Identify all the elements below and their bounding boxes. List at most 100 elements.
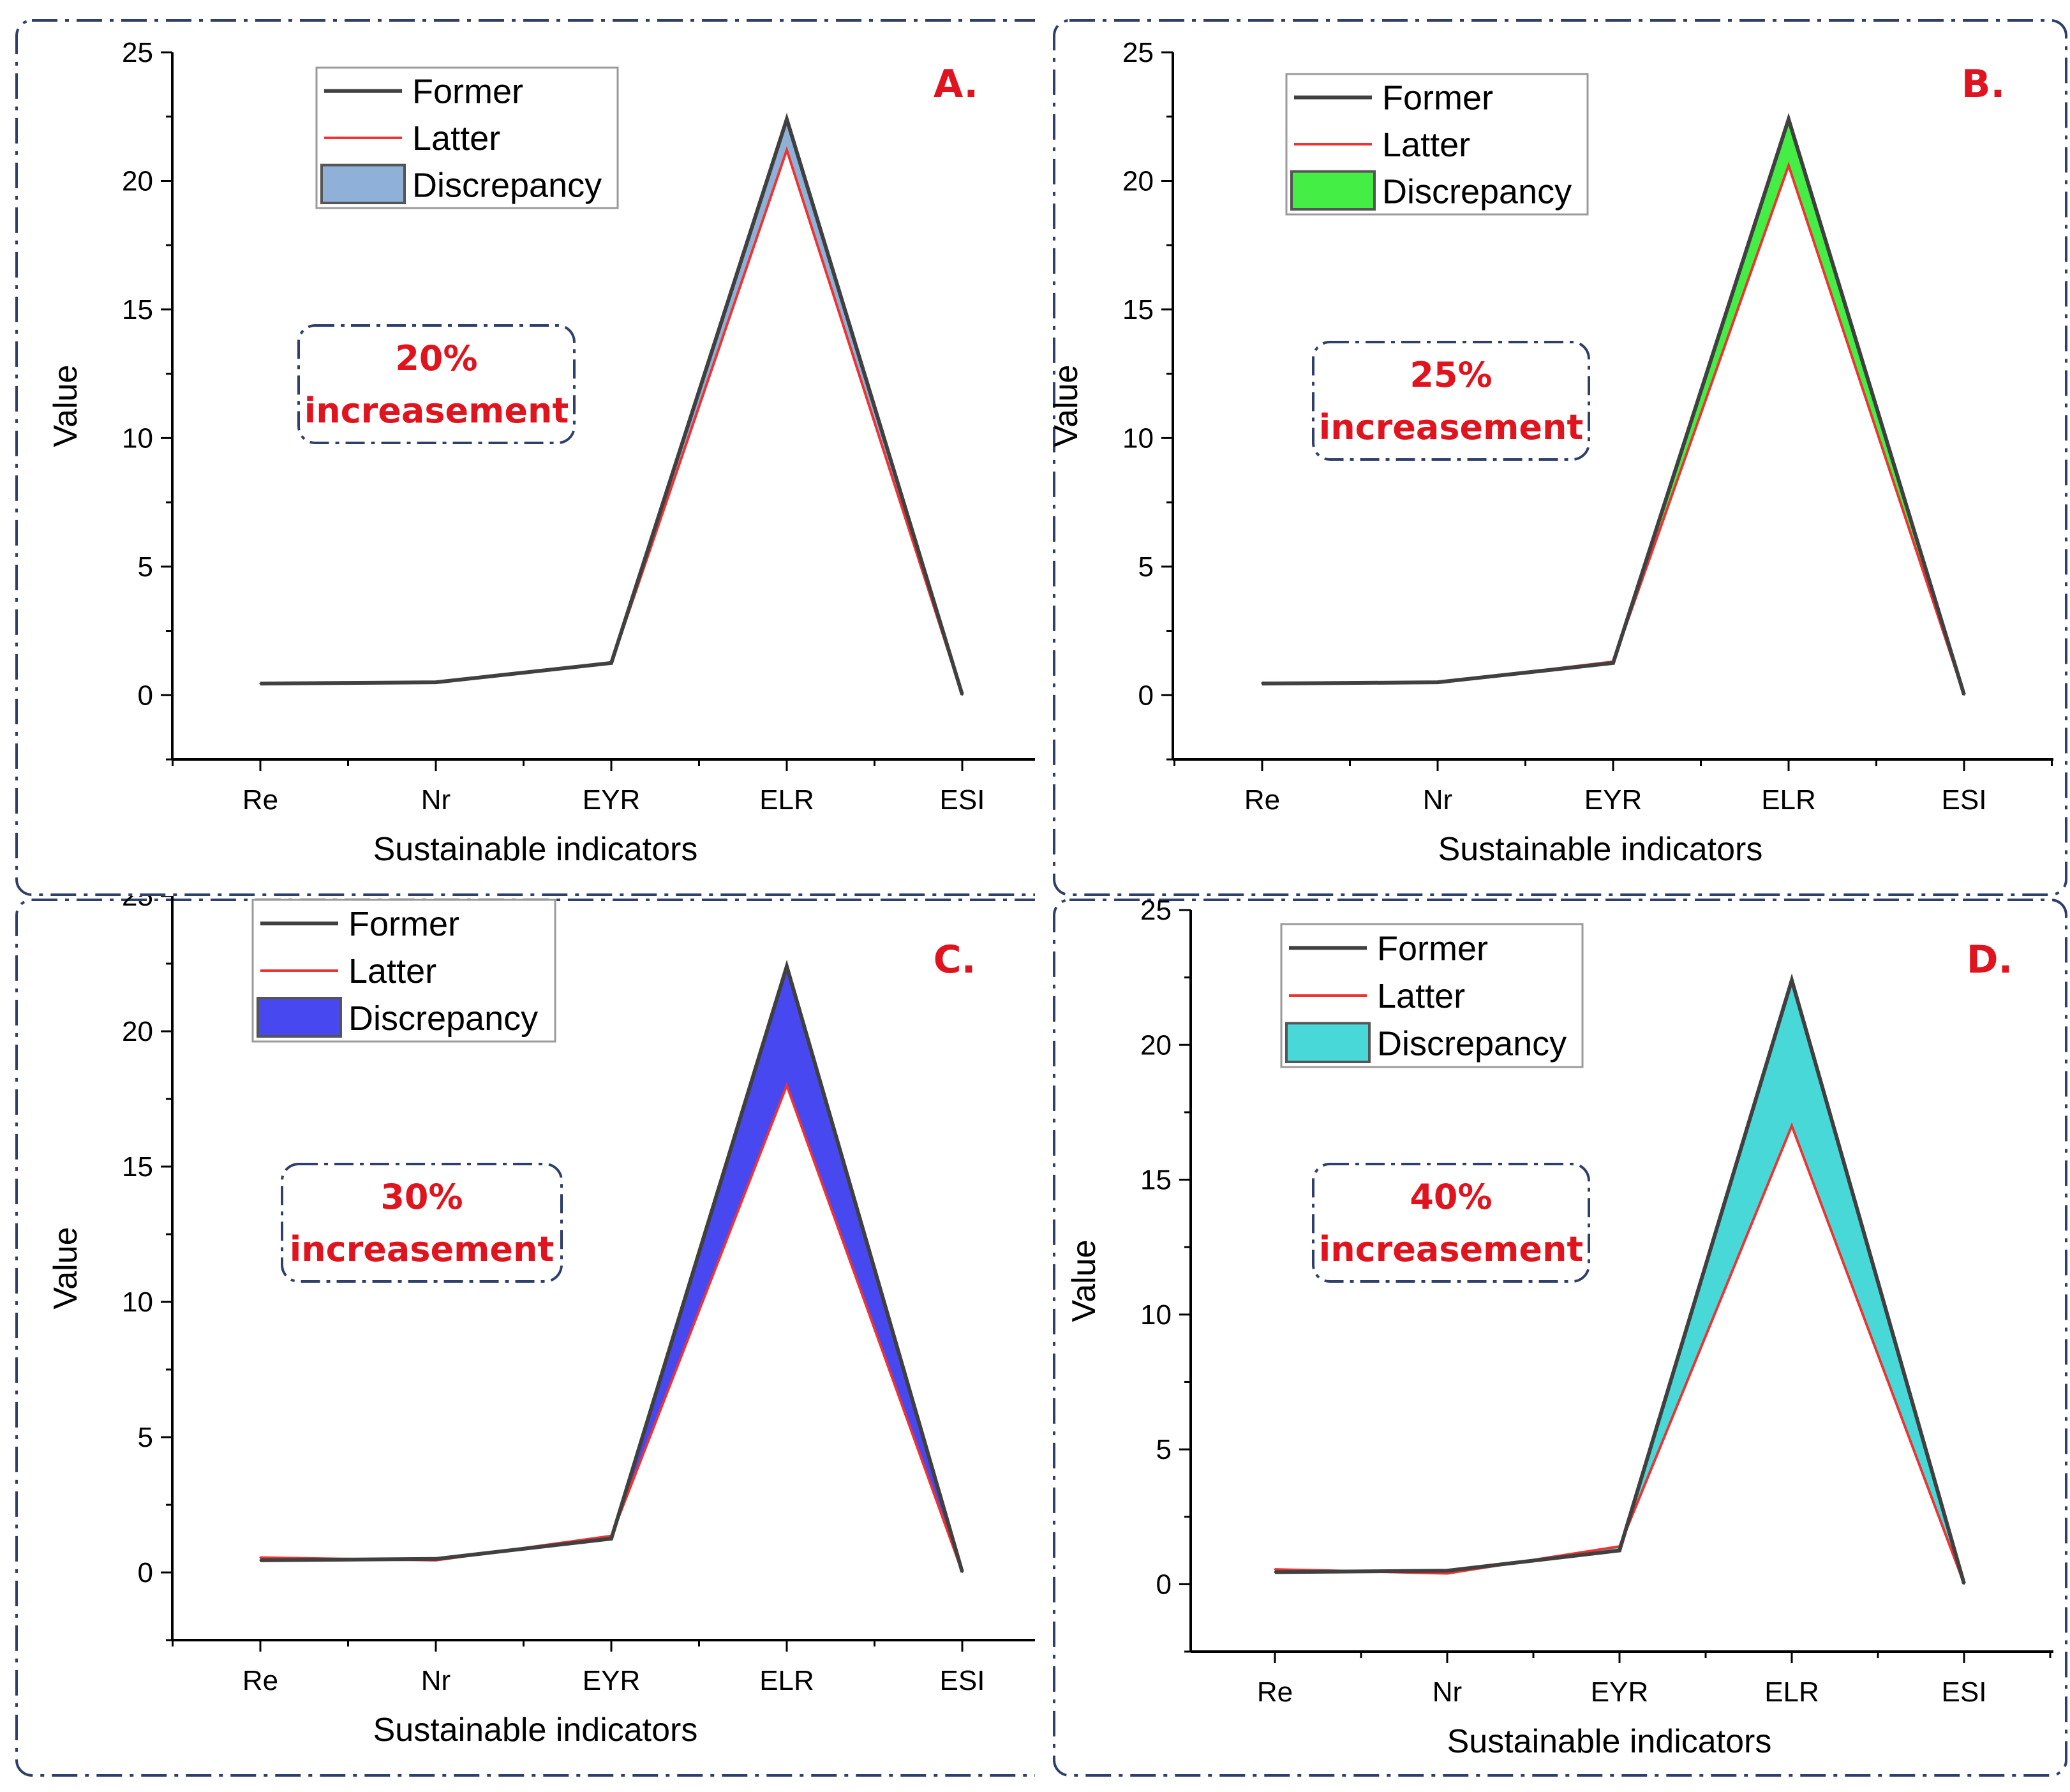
- note-label: increasement: [290, 1229, 555, 1269]
- y-tick-label: 20: [1140, 1029, 1172, 1061]
- y-tick-label: 15: [1122, 294, 1154, 325]
- former-data-point: [259, 682, 262, 685]
- x-axis-title: Sustainable indicators: [373, 1712, 698, 1749]
- x-axis-title: Sustainable indicators: [1447, 1723, 1772, 1760]
- latter-data-point: [1274, 1568, 1276, 1571]
- note-label: increasement: [1319, 407, 1584, 447]
- latter-data-point: [1791, 1124, 1793, 1127]
- note-percent: 25%: [1410, 355, 1492, 395]
- y-tick-label: 20: [122, 165, 153, 197]
- former-data-point: [1963, 693, 1965, 696]
- former-data-point: [1791, 979, 1793, 982]
- legend-discrepancy-label: Discrepancy: [412, 166, 602, 204]
- note-label: increasement: [1319, 1229, 1584, 1269]
- y-tick-label: 0: [138, 680, 153, 711]
- y-tick-label: 15: [122, 1151, 153, 1183]
- note-box: [297, 324, 576, 444]
- x-tick-label: Nr: [421, 784, 450, 816]
- y-tick-label: 10: [122, 1287, 153, 1318]
- y-tick-label: 20: [1122, 165, 1154, 197]
- former-data-point: [1787, 118, 1790, 121]
- legend-former-label: Former: [1382, 79, 1493, 117]
- y-tick-label: 25: [1140, 896, 1172, 926]
- chart-panel-c: 0 5 10 15 20 25 Re Nr EYR ELR ESI Sustainable indic…: [0, 896, 1035, 1792]
- legend-latter-label: Latter: [348, 952, 436, 990]
- x-tick-label: ESI: [1942, 1676, 1987, 1708]
- former-data-point: [786, 965, 788, 967]
- legend-latter-label: Latter: [1377, 977, 1465, 1015]
- legend-discrepancy-label: Discrepancy: [1382, 172, 1572, 211]
- y-tick-label: 10: [1140, 1299, 1172, 1331]
- y-tick-label: 0: [1138, 680, 1154, 711]
- x-tick-label: EYR: [1584, 784, 1642, 816]
- panel-letter: B.: [1962, 62, 2006, 107]
- x-tick-label: EYR: [583, 784, 640, 816]
- y-tick-label: 25: [122, 37, 153, 68]
- panel-letter: C.: [934, 937, 976, 982]
- panel-letter: A.: [934, 62, 978, 107]
- latter-data-point: [786, 1084, 788, 1087]
- y-axis-title: Value: [1048, 364, 1085, 447]
- former-data-point: [435, 1558, 437, 1560]
- former-data-point: [1261, 682, 1263, 685]
- legend-discrepancy-swatch: [1285, 1022, 1371, 1063]
- x-tick-label: Nr: [1433, 1676, 1462, 1708]
- y-tick-label: 5: [138, 551, 153, 583]
- latter-data-point: [1787, 164, 1790, 167]
- y-tick-label: 15: [122, 294, 153, 325]
- legend-discrepancy-swatch: [320, 163, 406, 204]
- x-tick-label: ELR: [1761, 784, 1816, 816]
- legend-latter-label: Latter: [412, 119, 500, 158]
- x-axis-title: Sustainable indicators: [373, 831, 698, 868]
- latter-data-point: [786, 149, 788, 151]
- chart-panel-d: 0 5 10 15 20 25 Re Nr EYR ELR ESI Sustainable indic…: [1035, 896, 2070, 1792]
- x-tick-label: ESI: [940, 784, 985, 816]
- former-data-point: [1436, 681, 1439, 683]
- x-tick-label: ESI: [940, 1665, 985, 1696]
- x-tick-label: Re: [242, 1665, 278, 1696]
- former-data-point: [786, 118, 788, 121]
- x-tick-label: Nr: [421, 1665, 450, 1696]
- former-data-point: [259, 1559, 262, 1562]
- former-data-point: [435, 681, 437, 683]
- note-label: increasement: [304, 391, 569, 431]
- legend-latter-label: Latter: [1382, 126, 1470, 164]
- legend-discrepancy-swatch: [257, 997, 342, 1038]
- chart-panel-b: 0 5 10 15 20 25 Re Nr EYR ELR ESI Sustainable indic…: [1035, 0, 2070, 896]
- y-tick-label: 0: [138, 1557, 153, 1588]
- chart-c-svg: 0 5 10 15 20 25 Re Nr EYR ELR ESI Sustainable indic…: [15, 896, 1035, 1777]
- latter-data-point: [1446, 1572, 1448, 1574]
- x-tick-label: Re: [1244, 784, 1280, 816]
- note-box: [1312, 341, 1590, 461]
- latter-data-point: [259, 1557, 262, 1559]
- x-tick-label: ESI: [1942, 784, 1987, 816]
- latter-series-line: [260, 1082, 964, 1572]
- y-axis-title: Value: [47, 364, 84, 447]
- y-tick-label: 5: [1138, 551, 1154, 583]
- legend-discrepancy-swatch: [1290, 170, 1376, 211]
- y-tick-label: 25: [122, 896, 153, 912]
- y-tick-label: 10: [1122, 422, 1154, 454]
- legend-discrepancy-label: Discrepancy: [348, 999, 538, 1038]
- note-box: [281, 1163, 563, 1283]
- x-axis-title: Sustainable indicators: [1438, 831, 1763, 868]
- former-data-point: [610, 662, 613, 664]
- x-tick-label: EYR: [1591, 1676, 1648, 1708]
- note-percent: 30%: [380, 1177, 463, 1217]
- former-data-point: [1612, 662, 1614, 664]
- chart-a-svg: 0 5 10 15 20 25 Re Nr EYR ELR ESI Sustainable indic…: [15, 19, 1035, 896]
- y-tick-label: 15: [1140, 1165, 1172, 1196]
- y-axis-title: Value: [47, 1227, 84, 1309]
- note-percent: 20%: [395, 338, 477, 378]
- x-tick-label: Re: [242, 784, 278, 816]
- note-box: [1312, 1163, 1590, 1283]
- y-tick-label: 10: [122, 422, 153, 454]
- x-tick-label: ELR: [1764, 1676, 1819, 1708]
- y-tick-label: 5: [1156, 1434, 1172, 1465]
- y-tick-label: 0: [1156, 1569, 1172, 1600]
- chart-panel-a: 0 5 10 15 20 25 Re Nr EYR ELR ESI Sustainable indic…: [0, 0, 1035, 896]
- former-data-point: [610, 1537, 613, 1540]
- former-data-point: [1618, 1549, 1621, 1552]
- former-data-point: [961, 1571, 964, 1573]
- y-tick-label: 20: [122, 1016, 153, 1047]
